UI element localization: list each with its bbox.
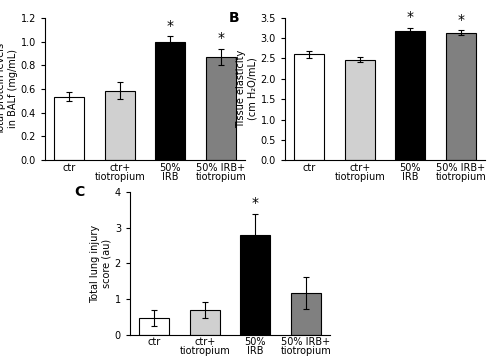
Bar <box>294 54 324 160</box>
Bar <box>54 97 84 160</box>
Bar <box>446 33 476 160</box>
Bar <box>190 310 220 335</box>
Text: *: * <box>252 196 259 210</box>
Y-axis label: Total lung injury
score (au): Total lung injury score (au) <box>90 224 112 303</box>
Bar <box>395 31 426 160</box>
Bar <box>104 91 135 160</box>
Y-axis label: Tissue elasticity
(cm H₂O/mL): Tissue elasticity (cm H₂O/mL) <box>236 50 258 128</box>
Bar <box>155 42 186 160</box>
Bar <box>290 293 321 335</box>
Text: *: * <box>407 10 414 25</box>
Text: B: B <box>229 11 239 25</box>
Text: C: C <box>74 185 84 199</box>
Bar <box>344 60 375 160</box>
Text: *: * <box>167 19 174 33</box>
Text: *: * <box>218 31 224 45</box>
Text: *: * <box>458 13 464 27</box>
Bar <box>139 318 170 335</box>
Y-axis label: Total protein levels
in BALf (mg/mL): Total protein levels in BALf (mg/mL) <box>0 43 18 135</box>
Bar <box>240 235 270 335</box>
Bar <box>206 57 236 160</box>
